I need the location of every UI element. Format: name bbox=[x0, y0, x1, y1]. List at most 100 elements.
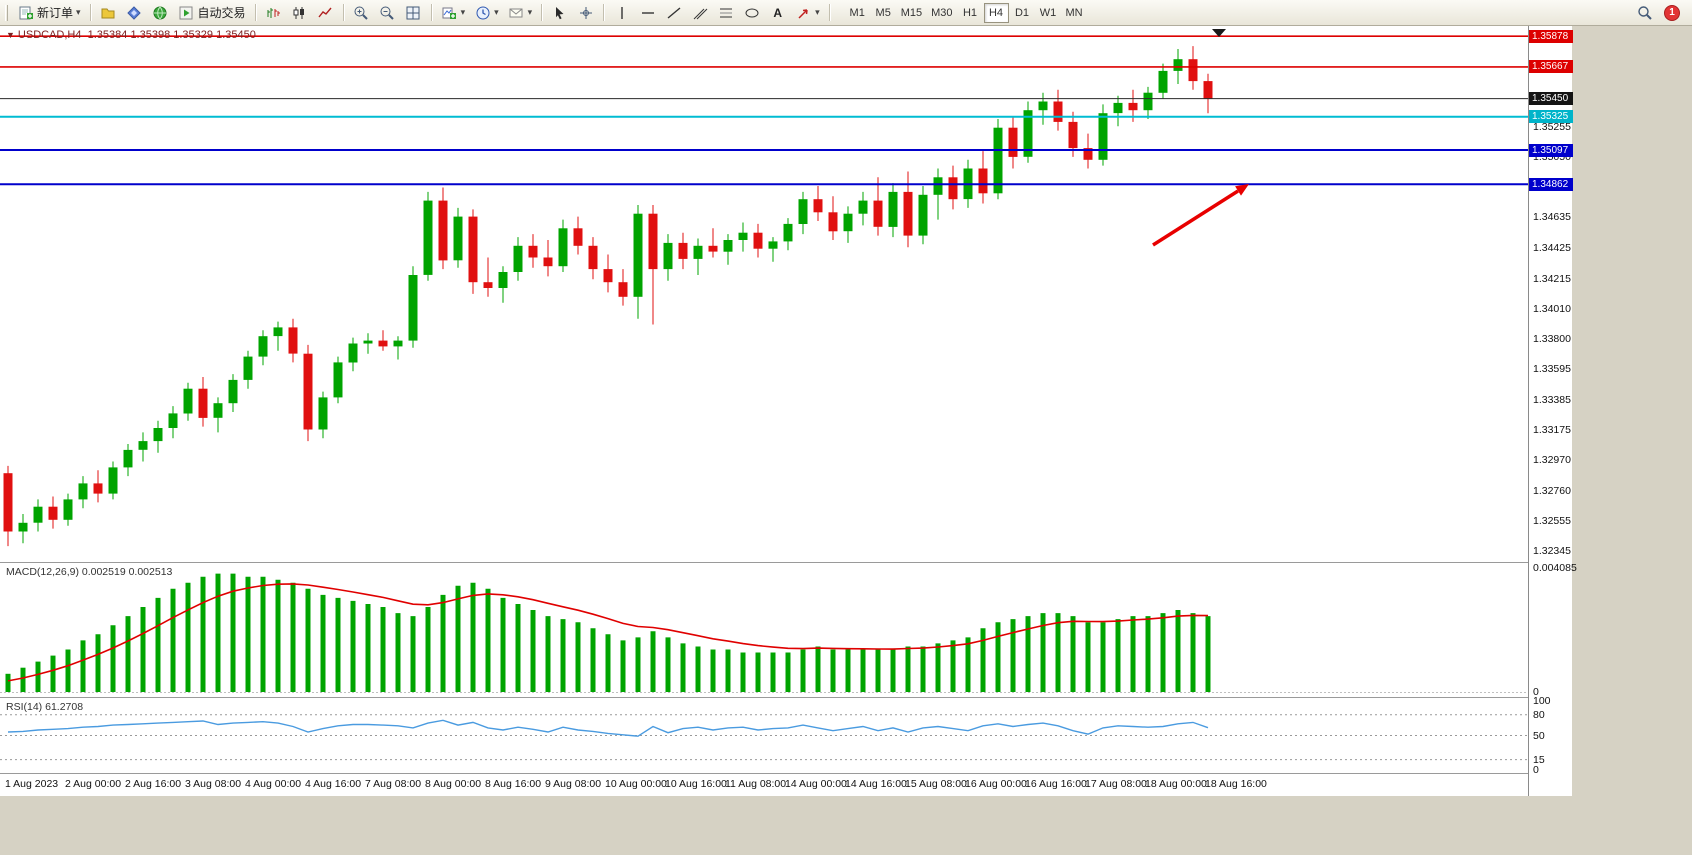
tile-windows-button[interactable] bbox=[401, 2, 426, 24]
rsi-axis-label: 0 bbox=[1533, 764, 1539, 776]
candle-body bbox=[558, 228, 568, 267]
zoom-in-icon bbox=[353, 5, 370, 21]
editor-icon bbox=[126, 5, 143, 21]
price-axis-label: 1.34635 bbox=[1533, 211, 1571, 224]
time-axis-label: 14 Aug 00:00 bbox=[785, 778, 847, 790]
symbol-collapse-icon[interactable]: ▼ bbox=[6, 30, 15, 40]
candle-body bbox=[78, 483, 88, 500]
time-axis-label: 9 Aug 08:00 bbox=[545, 778, 602, 790]
clock-icon bbox=[474, 5, 491, 21]
toolbar-separator bbox=[541, 4, 543, 21]
price-axis-label: 1.35255 bbox=[1533, 121, 1571, 133]
cursor-button[interactable] bbox=[547, 2, 572, 24]
time-axis-label: 18 Aug 00:00 bbox=[1145, 778, 1207, 790]
search-button[interactable] bbox=[1632, 2, 1657, 24]
folder-button[interactable] bbox=[96, 2, 121, 24]
candle-body bbox=[138, 441, 148, 450]
candle-body bbox=[678, 242, 688, 259]
candle-body bbox=[1083, 148, 1093, 160]
candle-body bbox=[1053, 101, 1063, 122]
candle-body bbox=[258, 336, 268, 357]
candle-body bbox=[798, 199, 808, 224]
candlestick-chart-button[interactable] bbox=[287, 2, 312, 24]
candle-body bbox=[3, 473, 13, 532]
time-axis-label: 2 Aug 00:00 bbox=[65, 778, 122, 790]
new-order-icon bbox=[17, 5, 34, 21]
candle-body bbox=[168, 413, 178, 428]
timeframe-button-M1[interactable]: M1 bbox=[845, 3, 870, 23]
macd-indicator-pane[interactable] bbox=[0, 563, 1528, 698]
time-axis-label: 11 Aug 08:00 bbox=[725, 778, 787, 790]
period-clock-button[interactable]: ▾ bbox=[470, 2, 503, 24]
candle-body bbox=[978, 168, 988, 194]
timeframe-button-H4[interactable]: H4 bbox=[983, 2, 1009, 23]
text-button[interactable]: A bbox=[765, 2, 790, 24]
globe-button[interactable] bbox=[148, 2, 173, 24]
candle-body bbox=[1113, 102, 1123, 114]
price-chart-pane[interactable] bbox=[0, 26, 1528, 562]
chart-shift-marker-icon[interactable] bbox=[1212, 29, 1226, 37]
timeframe-button-MN[interactable]: MN bbox=[1062, 3, 1087, 23]
candle-body bbox=[1128, 102, 1138, 111]
line-chart-button[interactable] bbox=[313, 2, 338, 24]
candle-body bbox=[123, 449, 133, 468]
candle-body bbox=[1173, 59, 1183, 71]
timeframe-button-W1[interactable]: W1 bbox=[1036, 3, 1061, 23]
candle-body bbox=[633, 213, 643, 297]
trend-arrow-annotation[interactable] bbox=[1152, 189, 1239, 247]
shapes-button[interactable] bbox=[739, 2, 764, 24]
timeframe-button-H1[interactable]: H1 bbox=[958, 3, 983, 23]
horizontal-line-button[interactable] bbox=[635, 2, 660, 24]
rsi-indicator-pane[interactable] bbox=[0, 698, 1528, 773]
notification-badge[interactable]: 1 bbox=[1664, 4, 1680, 21]
rsi-axis-label: 100 bbox=[1533, 695, 1551, 707]
time-axis-label: 1 Aug 2023 bbox=[5, 778, 59, 790]
new-order-label: 新订单 bbox=[37, 6, 74, 20]
price-axis-label: 1.32345 bbox=[1533, 545, 1571, 558]
arrows-button[interactable]: ▾ bbox=[791, 2, 824, 24]
fibonacci-button[interactable] bbox=[713, 2, 738, 24]
toolbar-separator bbox=[603, 4, 605, 21]
channel-icon bbox=[691, 5, 708, 21]
zoom-out-button[interactable] bbox=[375, 2, 400, 24]
auto-trading-label: 自动交易 bbox=[197, 6, 246, 20]
timeframe-button-M30[interactable]: M30 bbox=[927, 3, 956, 23]
template-button[interactable]: ▾ bbox=[504, 2, 537, 24]
pane-splitter[interactable] bbox=[0, 562, 1572, 563]
candle-body bbox=[363, 340, 373, 344]
price-axis[interactable]: 1.35255 1.35050 1.34635 1.34425 1.34215 1.340… bbox=[1528, 26, 1577, 796]
editor-button[interactable] bbox=[122, 2, 147, 24]
candle-body bbox=[153, 428, 163, 442]
auto-trading-button[interactable]: 自动交易 bbox=[174, 2, 250, 24]
time-axis[interactable]: 1 Aug 2023 2 Aug 00:00 2 Aug 16:00 3 Aug 08… bbox=[0, 774, 1528, 796]
candle-body bbox=[318, 397, 328, 430]
chevron-down-icon: ▾ bbox=[76, 7, 81, 17]
vertical-line-button[interactable] bbox=[609, 2, 634, 24]
price-tag: 1.35097 bbox=[1529, 143, 1573, 157]
candle-body bbox=[378, 340, 388, 347]
channel-button[interactable] bbox=[687, 2, 712, 24]
price-axis-label: 1.34010 bbox=[1533, 302, 1571, 315]
trendline-button[interactable] bbox=[661, 2, 686, 24]
rsi-axis-label: 15 bbox=[1533, 753, 1545, 766]
candle-body bbox=[708, 245, 718, 252]
toolbar-grip[interactable] bbox=[5, 4, 8, 21]
pane-splitter[interactable] bbox=[0, 697, 1572, 698]
new-order-button[interactable]: 新订单 ▾ bbox=[13, 2, 85, 24]
indicators-button[interactable]: ▾ bbox=[437, 2, 470, 24]
candle-body bbox=[1038, 101, 1048, 111]
time-axis-label: 8 Aug 16:00 bbox=[485, 778, 542, 790]
zoom-in-button[interactable] bbox=[349, 2, 374, 24]
timeframe-button-M15[interactable]: M15 bbox=[897, 3, 926, 23]
crosshair-button[interactable] bbox=[573, 2, 598, 24]
timeframe-button-D1[interactable]: D1 bbox=[1010, 3, 1035, 23]
tile-windows-icon bbox=[405, 5, 422, 21]
horizontal-line-icon bbox=[639, 5, 656, 21]
macd-signal-line bbox=[7, 583, 1209, 682]
timeframe-button-M5[interactable]: M5 bbox=[871, 3, 896, 23]
candle-body bbox=[1188, 59, 1198, 82]
time-axis-label: 18 Aug 16:00 bbox=[1205, 778, 1267, 790]
time-axis-label: 4 Aug 16:00 bbox=[305, 778, 362, 790]
bar-chart-button[interactable] bbox=[261, 2, 286, 24]
rsi-axis-label: 50 bbox=[1533, 729, 1545, 742]
